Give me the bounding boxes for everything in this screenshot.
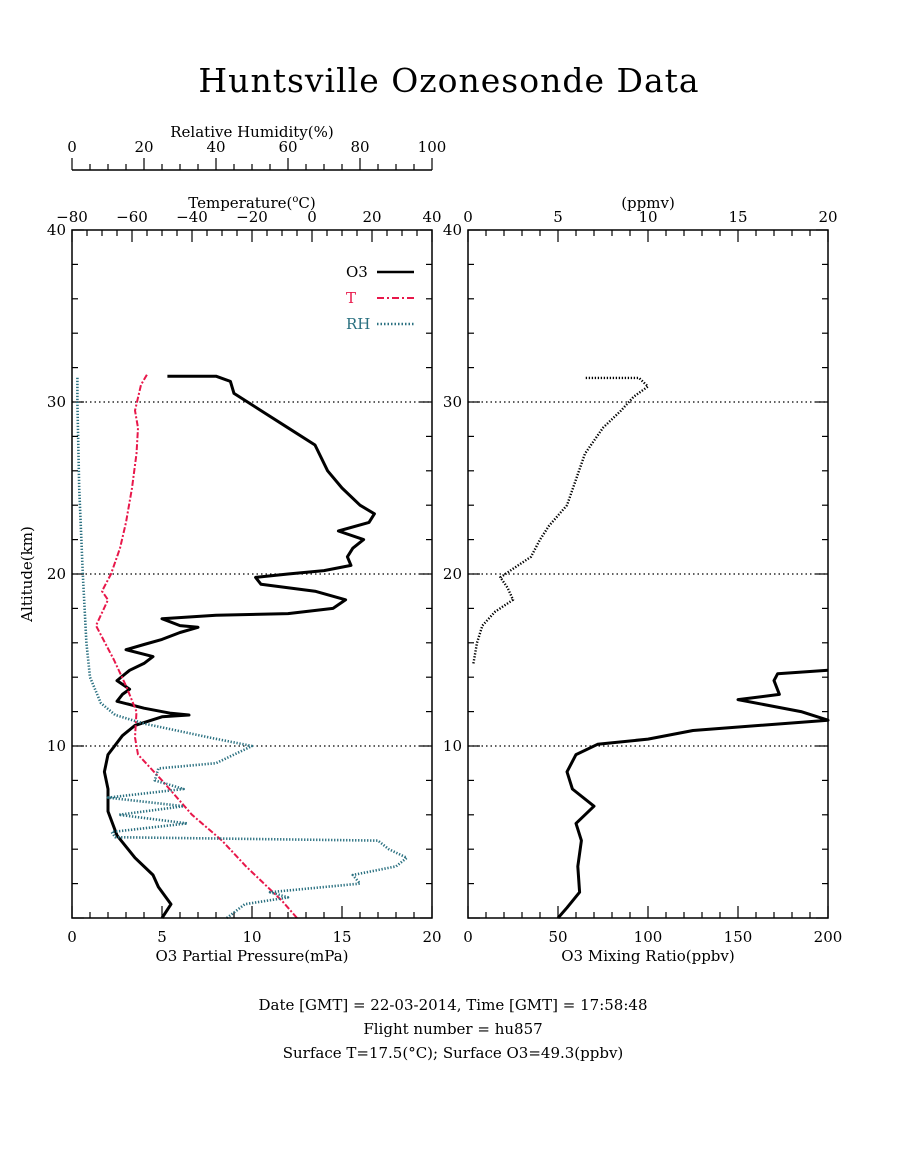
x-top-tick-label: 0 bbox=[463, 208, 473, 226]
o3-partial-pressure-axis-label: O3 Partial Pressure(mPa) bbox=[155, 947, 348, 965]
x-top-tick-label: 5 bbox=[553, 208, 563, 226]
x-bottom-tick-label: 100 bbox=[634, 928, 663, 946]
x-bottom-tick-label: 150 bbox=[724, 928, 753, 946]
ppmv-axis-label: (ppmv) bbox=[621, 194, 675, 212]
x-bottom-tick-label: 0 bbox=[67, 928, 77, 946]
legend: O3 T RH bbox=[346, 263, 414, 333]
degree-superscript: o bbox=[292, 194, 298, 205]
right-reference-lines bbox=[468, 401, 828, 747]
y-tick-label: 40 bbox=[443, 221, 462, 239]
x-top-tick-label: 0 bbox=[307, 208, 317, 226]
x-bottom-tick-label: 50 bbox=[548, 928, 567, 946]
x-top-tick-label: 10 bbox=[638, 208, 657, 226]
left-series-t bbox=[95, 373, 298, 919]
chart-title: Huntsville Ozonesonde Data bbox=[198, 61, 699, 100]
rh-tick-label: 40 bbox=[206, 138, 225, 156]
x-bottom-tick-label: 15 bbox=[332, 928, 351, 946]
y-tick-label: 20 bbox=[443, 565, 462, 583]
legend-label-rh: RH bbox=[346, 315, 370, 333]
x-top-tick-label: −60 bbox=[116, 208, 148, 226]
left-series-o3 bbox=[102, 374, 376, 919]
left-panel: 10 20 30 40 0 5 10 15 20 −80 −60 −40 −20 0 20 40 0 20 40 60… bbox=[18, 123, 446, 965]
x-bottom-tick-label: 5 bbox=[157, 928, 167, 946]
temperature-axis-label: Temperature(oC) bbox=[188, 194, 316, 212]
temperature-label-rest: C) bbox=[298, 194, 315, 212]
altitude-axis-label: Altitude(km) bbox=[18, 526, 36, 623]
right-plot-frame bbox=[467, 229, 829, 919]
left-series-group bbox=[76, 373, 409, 920]
left-tick-labels: 10 20 30 40 0 5 10 15 20 −80 −60 −40 −20 0 20 40 0 20 40 60… bbox=[47, 138, 446, 946]
left-reference-lines bbox=[72, 401, 432, 747]
rh-axis-label: Relative Humidity(%) bbox=[170, 123, 333, 141]
rh-tick-label: 100 bbox=[418, 138, 447, 156]
right-series-o3-dotted bbox=[472, 376, 650, 664]
y-tick-label: 20 bbox=[47, 565, 66, 583]
x-top-tick-label: 20 bbox=[818, 208, 837, 226]
left-series-rh bbox=[76, 376, 409, 920]
x-bottom-tick-label: 0 bbox=[463, 928, 473, 946]
footer-flight-number: Flight number = hu857 bbox=[363, 1020, 542, 1038]
rh-tick-label: 60 bbox=[278, 138, 297, 156]
footer-surface-values: Surface T=17.5(°C); Surface O3=49.3(ppbv… bbox=[283, 1044, 624, 1062]
rh-tick-label: 20 bbox=[134, 138, 153, 156]
x-bottom-tick-label: 10 bbox=[242, 928, 261, 946]
right-series-o3 bbox=[556, 668, 830, 919]
legend-label-o3: O3 bbox=[346, 263, 368, 281]
x-top-tick-label: 40 bbox=[422, 208, 441, 226]
x-top-tick-label: −80 bbox=[56, 208, 88, 226]
y-tick-label: 30 bbox=[443, 393, 462, 411]
y-tick-label: 30 bbox=[47, 393, 66, 411]
x-top-tick-label: 15 bbox=[728, 208, 747, 226]
left-plot-frame bbox=[71, 229, 433, 919]
x-top-tick-label: −20 bbox=[236, 208, 268, 226]
o3-mixing-ratio-axis-label: O3 Mixing Ratio(ppbv) bbox=[561, 947, 734, 965]
x-bottom-tick-label: 20 bbox=[422, 928, 441, 946]
x-top-tick-label: 20 bbox=[362, 208, 381, 226]
y-tick-label: 40 bbox=[47, 221, 66, 239]
legend-label-t: T bbox=[346, 289, 356, 307]
right-axis-ticks bbox=[467, 229, 829, 919]
right-series-group bbox=[472, 376, 830, 919]
y-tick-label: 10 bbox=[47, 737, 66, 755]
x-bottom-tick-label: 200 bbox=[814, 928, 843, 946]
y-tick-label: 10 bbox=[443, 737, 462, 755]
x-top-tick-label: −40 bbox=[176, 208, 208, 226]
rh-tick-label: 0 bbox=[67, 138, 77, 156]
footer-date-time: Date [GMT] = 22-03-2014, Time [GMT] = 17… bbox=[258, 996, 647, 1014]
rh-tick-label: 80 bbox=[350, 138, 369, 156]
